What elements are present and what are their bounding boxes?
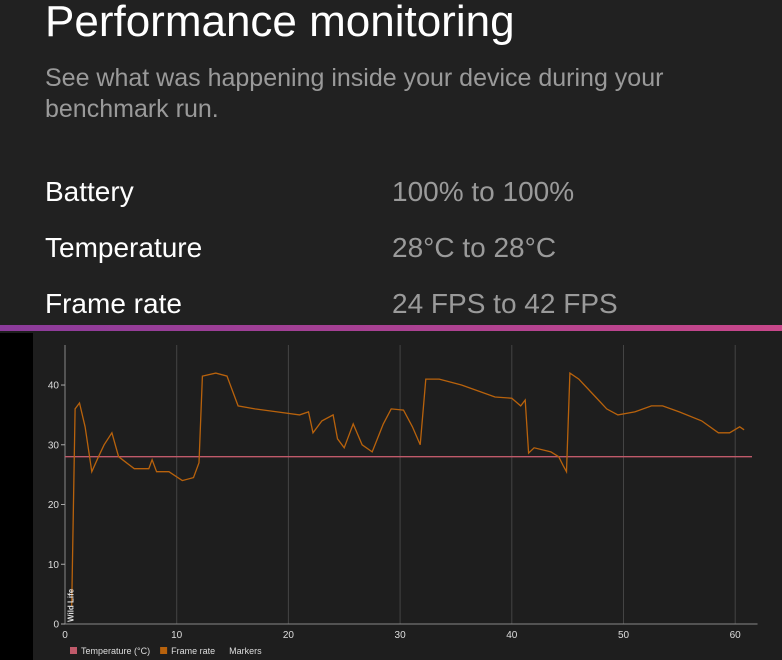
marker-label: Wild Life	[67, 588, 76, 622]
x-tick-label: 10	[171, 630, 183, 641]
subtitle: See what was happening inside your devic…	[45, 64, 664, 123]
stat-value: 100% to 100%	[392, 176, 575, 207]
x-tick-label: 50	[618, 630, 630, 641]
summary-panel: Performance monitoring See what was happ…	[0, 0, 782, 326]
stat-label: Temperature	[45, 232, 203, 263]
y-tick-label: 0	[53, 620, 59, 631]
y-tick-label: 30	[48, 440, 60, 451]
legend-swatch	[160, 647, 168, 654]
x-tick-label: 60	[730, 630, 742, 641]
title: Performance monitoring	[45, 0, 515, 46]
y-tick-label: 10	[48, 560, 60, 571]
legend-swatch	[70, 647, 77, 654]
x-tick-label: 30	[395, 630, 407, 641]
y-tick-label: 40	[48, 381, 60, 392]
stat-value: 24 FPS to 42 FPS	[392, 288, 618, 319]
x-tick-label: 40	[506, 630, 518, 641]
legend-label: Frame rate	[171, 646, 215, 656]
x-tick-label: 0	[62, 630, 68, 641]
series-line	[71, 371, 745, 607]
chart: 0 10 20 30 40 50 60 0 10 20 30 40 Wild Life Temperatu…	[0, 333, 782, 660]
legend-label: Markers	[229, 646, 262, 656]
stat-label: Frame rate	[45, 288, 182, 319]
side-strip	[0, 333, 33, 660]
y-tick-label: 20	[48, 500, 60, 511]
legend-label: Temperature (°C)	[81, 646, 150, 656]
stat-value: 28°C to 28°C	[392, 232, 557, 263]
x-tick-label: 20	[283, 630, 295, 641]
stat-label: Battery	[45, 176, 134, 207]
plot-background	[33, 333, 782, 660]
divider	[0, 325, 782, 331]
